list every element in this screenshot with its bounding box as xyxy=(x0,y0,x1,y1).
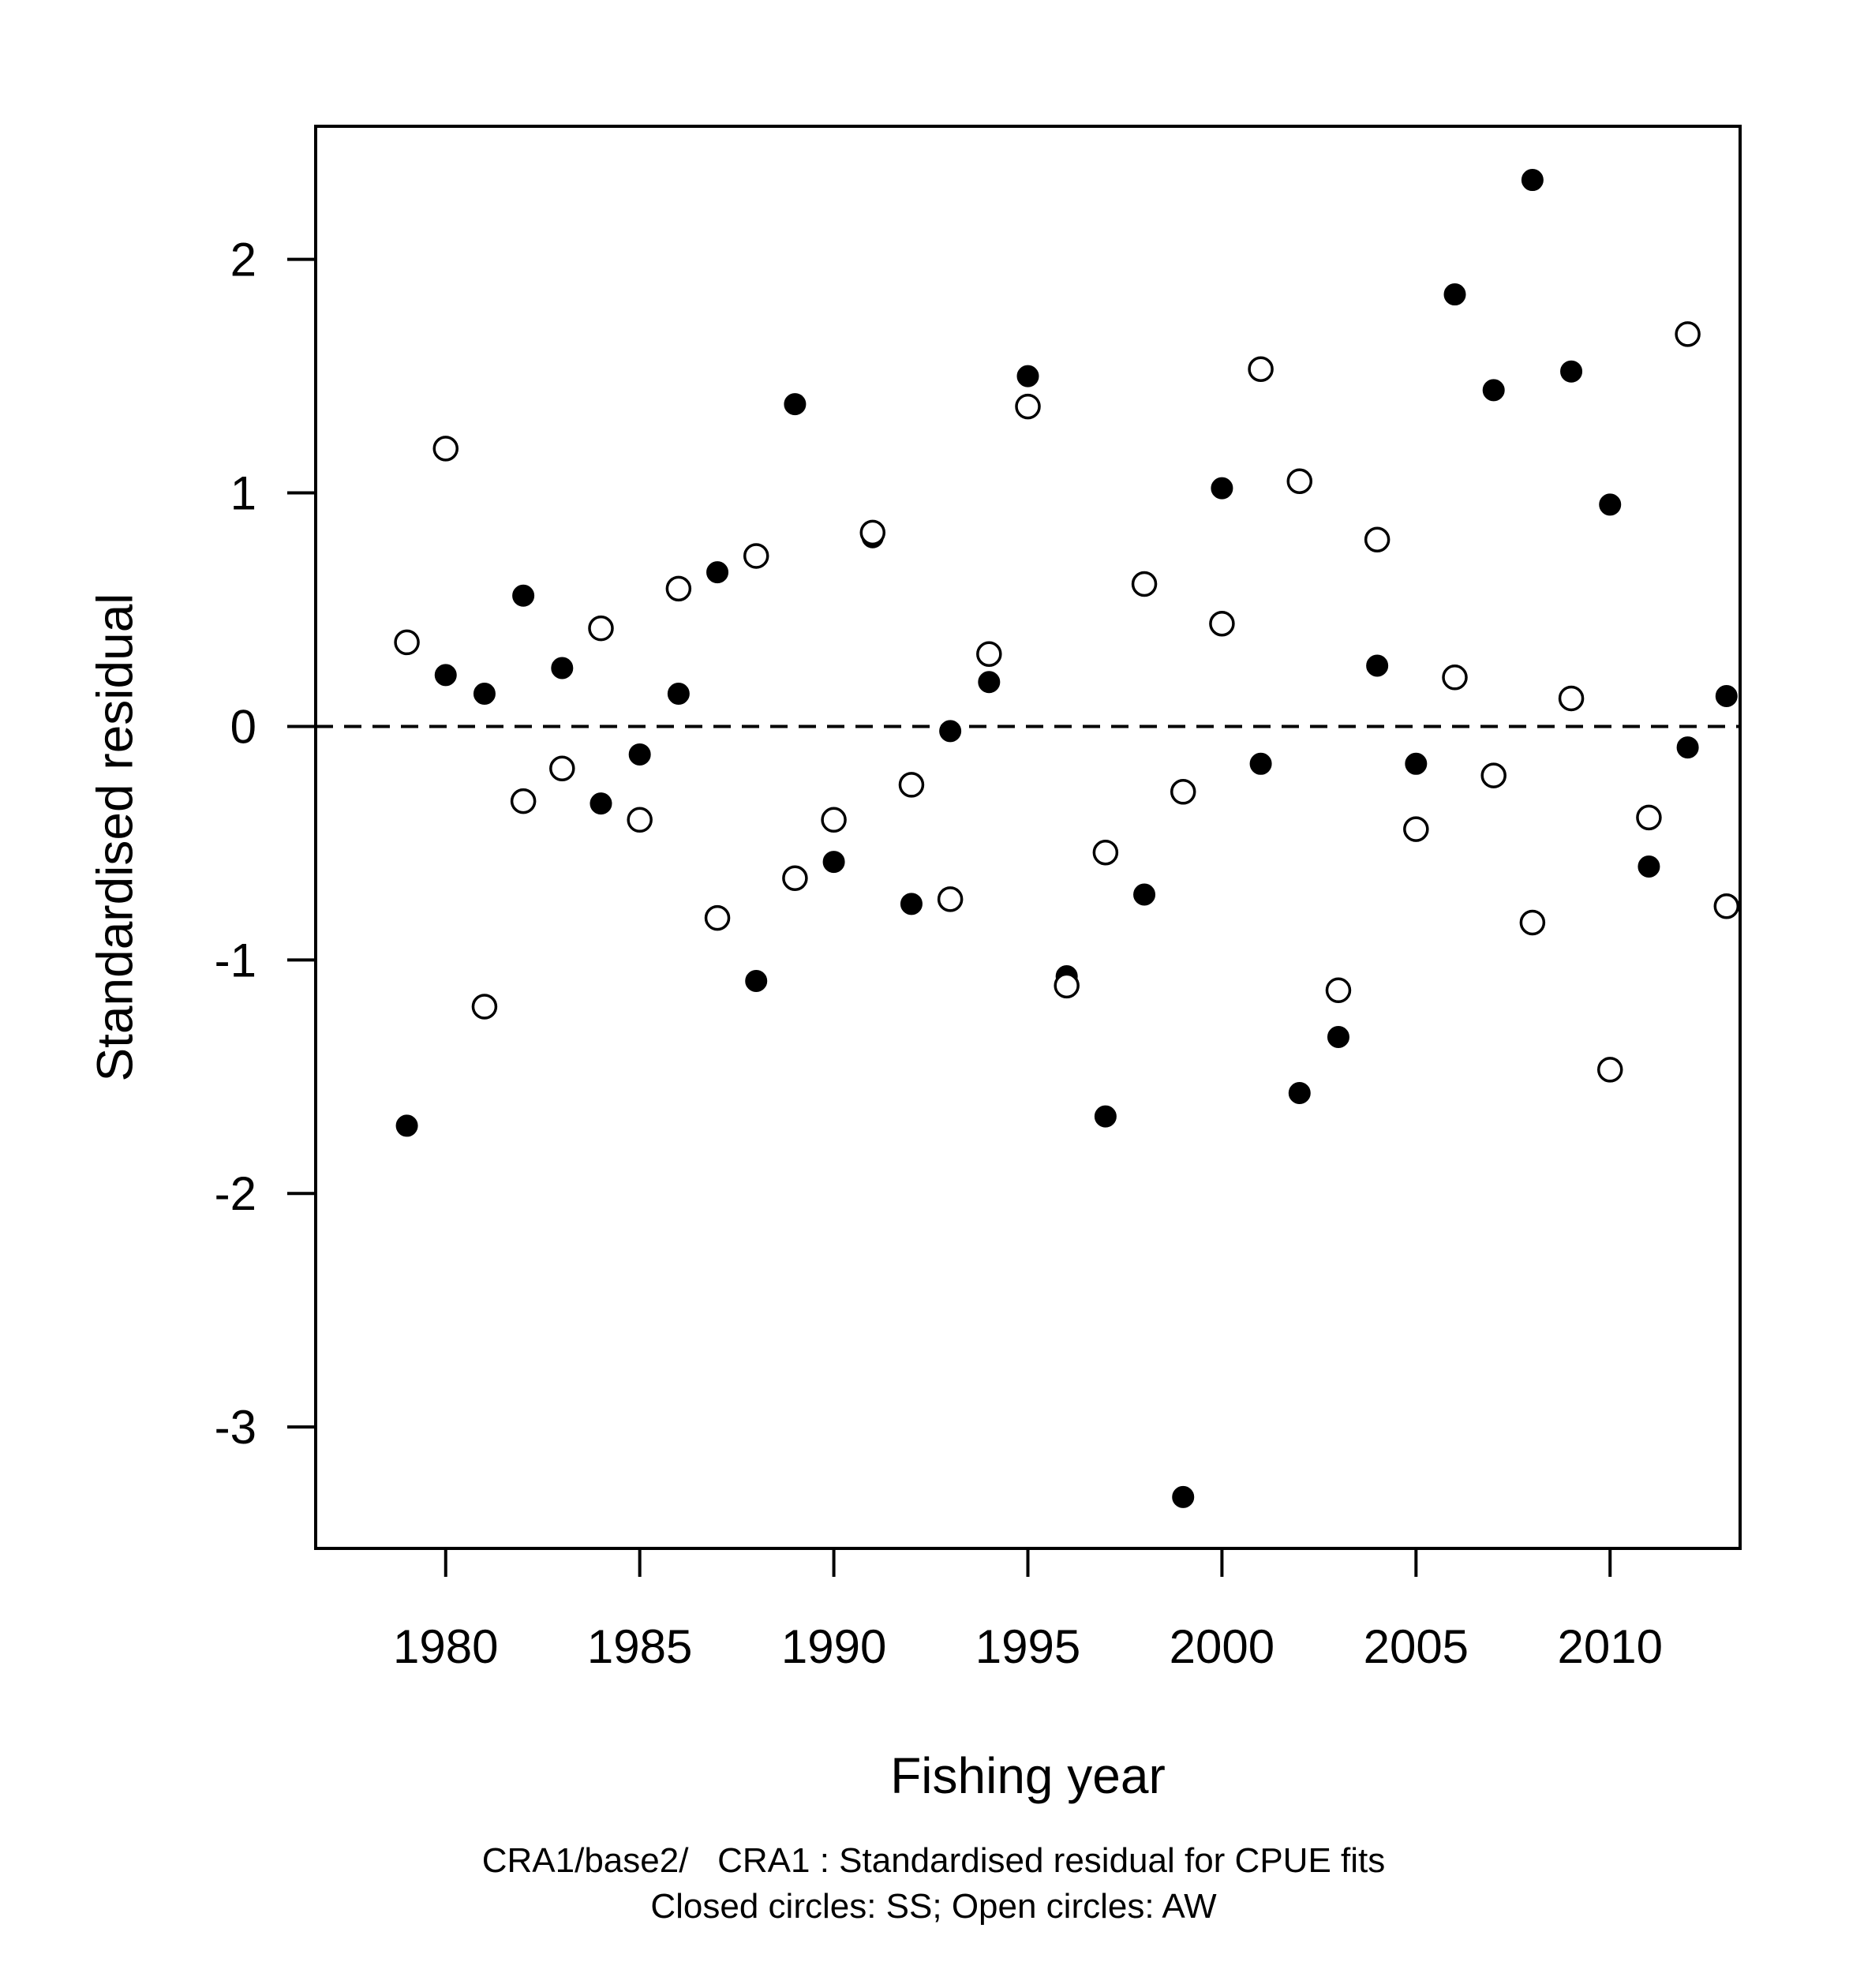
ss-point xyxy=(784,393,807,416)
aw-point xyxy=(743,543,769,569)
ss-point xyxy=(1676,736,1699,759)
ss-point xyxy=(939,720,962,743)
aw-point xyxy=(859,519,886,546)
aw-point xyxy=(1519,909,1546,936)
ss-point xyxy=(1366,654,1389,677)
ss-point xyxy=(1211,477,1233,500)
aw-point xyxy=(588,615,614,642)
aw-point xyxy=(394,629,420,656)
aw-point xyxy=(432,436,459,462)
ss-point xyxy=(395,1114,418,1137)
x-axis: 1980 1985 1990 1995 2000 2005 2010 xyxy=(393,1548,1663,1673)
y-tick-label: -1 xyxy=(215,934,256,987)
ss-point xyxy=(706,561,729,584)
ss-point xyxy=(590,792,612,815)
ss-point xyxy=(473,683,496,706)
aw-point xyxy=(937,886,964,912)
aw-point xyxy=(1092,839,1119,866)
aw-point xyxy=(1286,468,1313,495)
aw-point xyxy=(1558,685,1585,712)
ss-point xyxy=(978,671,1001,694)
ss-point xyxy=(1327,1025,1349,1048)
ss-point xyxy=(1288,1082,1311,1105)
aw-point xyxy=(1442,665,1468,691)
x-tick-label: 2010 xyxy=(1557,1620,1662,1673)
x-tick-label: 1995 xyxy=(975,1620,1080,1673)
ss-point xyxy=(1715,684,1738,707)
caption-line-2: Closed circles: SS; Open circles: AW xyxy=(650,1887,1217,1926)
aw-point xyxy=(665,575,692,602)
ss-point xyxy=(551,657,574,680)
x-tick-label: 1990 xyxy=(781,1620,886,1673)
ss-point xyxy=(1016,365,1039,387)
aw-point xyxy=(510,788,537,814)
ss-point xyxy=(1172,1485,1195,1508)
ss-point xyxy=(667,683,690,706)
y-tick-label: -3 xyxy=(215,1401,256,1454)
ss-point xyxy=(434,664,457,687)
ss-point xyxy=(1521,169,1544,192)
aw-point xyxy=(821,807,847,833)
aw-point xyxy=(1675,321,1701,347)
aw-point xyxy=(1170,779,1196,805)
aw-point xyxy=(1054,972,1080,999)
aw-point xyxy=(549,755,575,781)
aw-point xyxy=(704,904,731,931)
y-tick-label: 1 xyxy=(230,467,256,520)
x-tick-label: 1980 xyxy=(393,1620,498,1673)
ss-point xyxy=(1560,360,1583,383)
aw-point xyxy=(1248,356,1274,382)
aw-point xyxy=(1636,804,1662,831)
y-tick-label: 0 xyxy=(230,700,256,753)
x-tick-label: 2005 xyxy=(1364,1620,1469,1673)
x-tick-label: 2000 xyxy=(1170,1620,1274,1673)
ss-point xyxy=(1133,883,1156,906)
ss-point xyxy=(822,851,845,874)
aw-point xyxy=(1131,571,1158,597)
ss-point xyxy=(1443,283,1466,306)
ss-point xyxy=(1599,493,1622,516)
aw-point xyxy=(1015,393,1041,420)
ss-point xyxy=(1405,752,1428,775)
aw-point xyxy=(898,772,925,798)
aw-point xyxy=(471,994,498,1020)
ss-point xyxy=(1094,1105,1117,1128)
aw-point xyxy=(627,807,653,833)
points-layer xyxy=(394,169,1740,1508)
aw-point xyxy=(1325,977,1352,1004)
y-tick-label: 2 xyxy=(230,234,256,286)
x-tick-label: 1985 xyxy=(587,1620,692,1673)
ss-point xyxy=(900,893,923,915)
y-axis-title: Standardised residual xyxy=(86,593,143,1081)
ss-point xyxy=(1638,855,1660,878)
ss-point xyxy=(745,969,768,992)
aw-point xyxy=(1209,611,1235,637)
ss-point xyxy=(628,743,651,766)
x-axis-title: Fishing year xyxy=(890,1747,1166,1804)
aw-point xyxy=(1480,762,1507,788)
y-tick-label: -2 xyxy=(215,1167,256,1220)
aw-point xyxy=(1364,526,1391,552)
caption-line-1: CRA1/base2/ CRA1 : Standardised residual… xyxy=(482,1841,1386,1880)
aw-point xyxy=(976,641,1002,667)
ss-point xyxy=(512,584,535,607)
plot-frame xyxy=(314,125,1742,1550)
aw-point xyxy=(1403,816,1429,842)
aw-point xyxy=(1596,1057,1623,1083)
aw-point xyxy=(1713,893,1740,919)
aw-point xyxy=(782,865,808,892)
ss-point xyxy=(1482,379,1505,402)
ss-point xyxy=(1249,752,1272,775)
y-axis: 2 1 0 -1 -2 -3 xyxy=(215,234,316,1454)
